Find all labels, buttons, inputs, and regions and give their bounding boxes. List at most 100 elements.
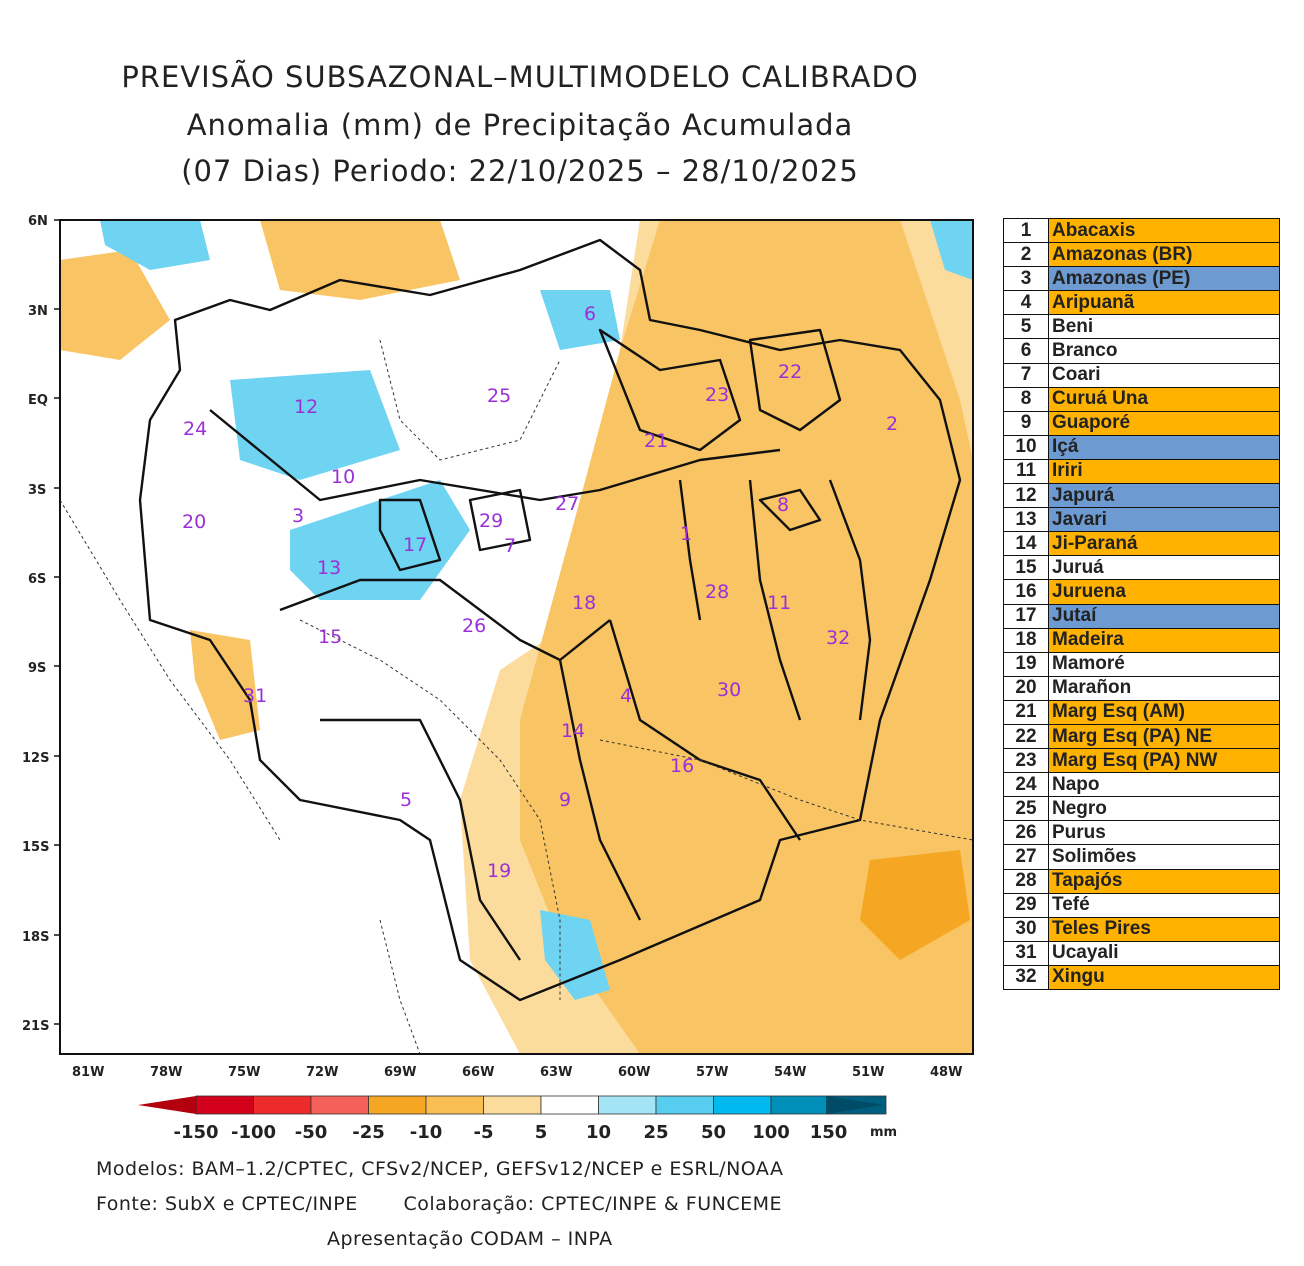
colorbar-cell	[368, 1095, 427, 1115]
colorbar-label: 100	[752, 1122, 790, 1143]
y-tick: 6S	[28, 572, 46, 587]
colorbar: -150 -100 -50 -25 -10 -5 5 10 25 50 100 150 mm	[138, 1095, 897, 1143]
y-axis: 6N 3N EQ 3S 6S 9S 12S 15S 18S 21S	[22, 214, 60, 1034]
colorbar-label: -50	[295, 1122, 328, 1143]
wet-patch-north	[100, 220, 210, 270]
legend-number: 13	[1003, 507, 1049, 533]
basin-label: 5	[400, 789, 412, 811]
legend-number: 24	[1003, 772, 1049, 798]
legend-row: 17 Jutaí	[1003, 603, 1280, 629]
colorbar-cell	[540, 1095, 599, 1115]
legend-basin-name: Curuá Una	[1048, 386, 1280, 412]
legend-basin-name: Napo	[1048, 772, 1280, 798]
legend-basin-name: Juruena	[1048, 579, 1280, 605]
map-subtitle: Anomalia (mm) de Precipitação Acumulada	[186, 108, 854, 142]
basin-label: 23	[705, 384, 729, 406]
legend-basin-name: Ucayali	[1048, 940, 1280, 966]
footer-models: Modelos: BAM–1.2/CPTEC, CFSv2/NCEP, GEFS…	[96, 1158, 784, 1180]
legend-number: 31	[1003, 940, 1049, 966]
basin-boundaries	[138, 238, 962, 1002]
colorbar-cells	[195, 1095, 887, 1115]
legend-number: 10	[1003, 434, 1049, 460]
colorbar-label: -150	[173, 1122, 218, 1143]
footer-source: Fonte: SubX e CPTEC/INPE Colaboração: CP…	[96, 1193, 783, 1215]
legend-row: 5 Beni	[1003, 314, 1280, 340]
basin-legend-table: 1 Abacaxis 2 Amazonas (BR) 3 Amazonas (PE) 4 Ar…	[1003, 217, 1280, 991]
map-period: (07 Dias) Periodo: 22/10/2025 – 28/10/20…	[181, 154, 859, 188]
legend-row: 24 Napo	[1003, 772, 1280, 798]
colorbar-label: 50	[701, 1122, 726, 1143]
x-tick: 75W	[228, 1065, 260, 1080]
x-tick: 78W	[150, 1065, 182, 1080]
colorbar-label: 150	[810, 1122, 848, 1143]
basin-label: 7	[504, 535, 516, 557]
legend-basin-name: Iriri	[1048, 458, 1280, 485]
colorbar-cell	[655, 1095, 714, 1115]
legend-number: 25	[1003, 796, 1049, 822]
legend-basin-name: Aripuanã	[1048, 290, 1280, 316]
legend-row: 7 Coari	[1003, 362, 1280, 388]
legend-basin-name: Guaporé	[1048, 410, 1280, 436]
dry-strong-region	[860, 850, 970, 960]
legend-row: 14 Ji-Paraná	[1003, 531, 1280, 557]
y-tick: 3N	[28, 304, 48, 319]
legend-row: 6 Branco	[1003, 338, 1280, 364]
legend-basin-name: Marañon	[1048, 675, 1280, 701]
basin-label: 19	[487, 860, 511, 882]
basin-label: 21	[644, 430, 668, 452]
dry-patch-nw	[60, 250, 170, 360]
basin-label: 29	[479, 510, 503, 532]
legend-number: 30	[1003, 916, 1049, 942]
legend-basin-name: Amazonas (PE)	[1048, 266, 1280, 292]
colorbar-end-left	[138, 1096, 196, 1114]
legend-row: 27 Solimões	[1003, 844, 1280, 870]
country-borders	[60, 339, 973, 1054]
anomaly-field	[60, 220, 973, 1054]
legend-number: 8	[1003, 386, 1049, 412]
legend-row: 12 Japurá	[1003, 483, 1280, 509]
legend-number: 19	[1003, 651, 1049, 677]
legend-row: 3 Amazonas (PE)	[1003, 266, 1280, 292]
legend-number: 5	[1003, 314, 1049, 340]
legend-row: 30 Teles Pires	[1003, 916, 1280, 942]
wet-patch-japura	[230, 370, 400, 480]
colorbar-label: 5	[535, 1122, 548, 1143]
basin-label: 30	[717, 679, 741, 701]
colorbar-label: 25	[643, 1122, 668, 1143]
legend-number: 9	[1003, 410, 1049, 436]
legend-number: 16	[1003, 579, 1049, 605]
basin-label: 24	[183, 418, 207, 440]
legend-number: 28	[1003, 868, 1049, 894]
colorbar-cell	[770, 1095, 829, 1115]
y-tick: 18S	[22, 930, 49, 945]
colorbar-label: -25	[352, 1122, 385, 1143]
basin-label: 18	[572, 592, 596, 614]
y-tick: 3S	[28, 483, 46, 498]
legend-number: 20	[1003, 675, 1049, 701]
legend-row: 28 Tapajós	[1003, 868, 1280, 894]
legend-number: 11	[1003, 458, 1049, 485]
x-tick: 72W	[306, 1065, 338, 1080]
basin-label: 3	[292, 505, 304, 527]
legend-number: 2	[1003, 242, 1049, 268]
colorbar-unit: mm	[870, 1125, 897, 1140]
legend-basin-name: Tapajós	[1048, 868, 1280, 894]
legend-number: 18	[1003, 627, 1049, 653]
x-tick: 57W	[696, 1065, 728, 1080]
colorbar-cell	[713, 1095, 772, 1115]
basin-label: 15	[318, 626, 342, 648]
legend-row: 16 Juruena	[1003, 579, 1280, 605]
legend-row: 21 Marg Esq (AM)	[1003, 699, 1280, 725]
basin-label: 9	[559, 789, 571, 811]
legend-row: 26 Purus	[1003, 820, 1280, 846]
basin-label: 31	[243, 685, 267, 707]
x-tick: 54W	[774, 1065, 806, 1080]
wet-patch-ne	[930, 220, 973, 280]
basin-label: 28	[705, 581, 729, 603]
colorbar-cell	[253, 1095, 312, 1115]
legend-basin-name: Purus	[1048, 820, 1280, 846]
colorbar-cell	[483, 1095, 542, 1115]
legend-row: 25 Negro	[1003, 796, 1280, 822]
wet-patch-south	[540, 910, 610, 1000]
legend-basin-name: Tefé	[1048, 892, 1280, 918]
